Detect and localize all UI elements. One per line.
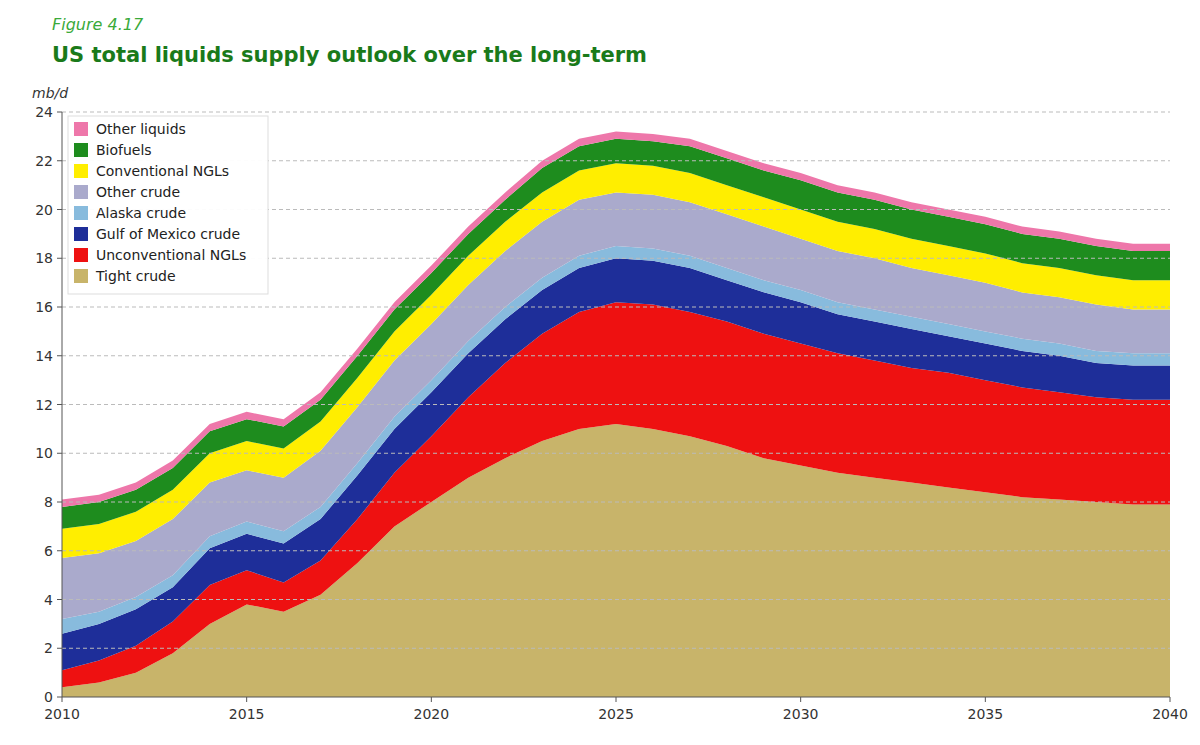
x-tick-label: 2035 [968,706,1004,722]
subtitle: Figure 4.17 [52,15,144,34]
legend-label: Other crude [96,184,180,200]
y-tick [57,404,62,405]
legend-swatch [74,227,88,241]
legend-swatch [74,206,88,220]
grid-line [62,112,1170,113]
y-tick-label: 18 [35,250,53,266]
legend-swatch [74,122,88,136]
grid-line [62,502,1170,503]
x-tick [62,697,63,702]
y-tick [57,648,62,649]
y-tick-label: 6 [44,543,53,559]
x-tick-label: 2025 [598,706,634,722]
grid [62,112,1170,648]
grid-line [62,307,1170,308]
y-tick [57,502,62,503]
y-tick [57,112,62,113]
x-tick [800,697,801,702]
title: US total liquids supply outlook over the… [52,43,647,67]
y-tick [57,550,62,551]
chart: Figure 4.17 US total liquids supply outlo… [0,0,1200,745]
y-tick-label: 22 [35,153,53,169]
y-tick [57,160,62,161]
x-tick-label: 2010 [44,706,80,722]
grid-line [62,550,1170,551]
y-tick-label: 24 [35,104,53,120]
x-tick [1170,697,1171,702]
y-tick-label: 14 [35,348,53,364]
legend-label: Gulf of Mexico crude [96,226,240,242]
grid-line [62,453,1170,454]
y-tick [57,355,62,356]
x-tick [616,697,617,702]
y-tick [57,453,62,454]
legend-label: Biofuels [96,142,152,158]
legend-swatch [74,185,88,199]
x-tick [431,697,432,702]
grid-line [62,648,1170,649]
x-tick-label: 2040 [1152,706,1188,722]
legend-label: Conventional NGLs [96,163,229,179]
legend-swatch [74,164,88,178]
y-tick [57,307,62,308]
legend-label: Tight crude [95,268,176,284]
y-tick [57,697,62,698]
legend-swatch [74,248,88,262]
y-tick-label: 2 [44,640,53,656]
x-tick-label: 2015 [229,706,265,722]
y-tick [57,209,62,210]
y-tick-label: 4 [44,592,53,608]
legend-label: Unconventional NGLs [96,247,246,263]
x-tick [985,697,986,702]
legend: Other liquids Biofuels Conventional NGLs Ot… [68,116,268,294]
legend-label: Alaska crude [96,205,186,221]
y-tick-label: 10 [35,445,53,461]
x-tick-label: 2020 [414,706,450,722]
grid-line [62,355,1170,356]
y-tick-label: 0 [44,689,53,705]
x-tick [246,697,247,702]
y-tick [57,599,62,600]
y-axis-label: mb/d [32,85,68,101]
grid-line [62,599,1170,600]
y-tick-label: 8 [44,494,53,510]
legend-swatch [74,143,88,157]
y-tick-label: 12 [35,397,53,413]
legend-label: Other liquids [96,121,186,137]
y-tick [57,258,62,259]
y-tick-label: 20 [35,202,53,218]
grid-line [62,404,1170,405]
axes: 2010201520202025203020352040024681012141… [35,104,1188,722]
legend-swatch [74,269,88,283]
x-tick-label: 2030 [783,706,819,722]
legend-box [68,116,268,294]
y-tick-label: 16 [35,299,53,315]
